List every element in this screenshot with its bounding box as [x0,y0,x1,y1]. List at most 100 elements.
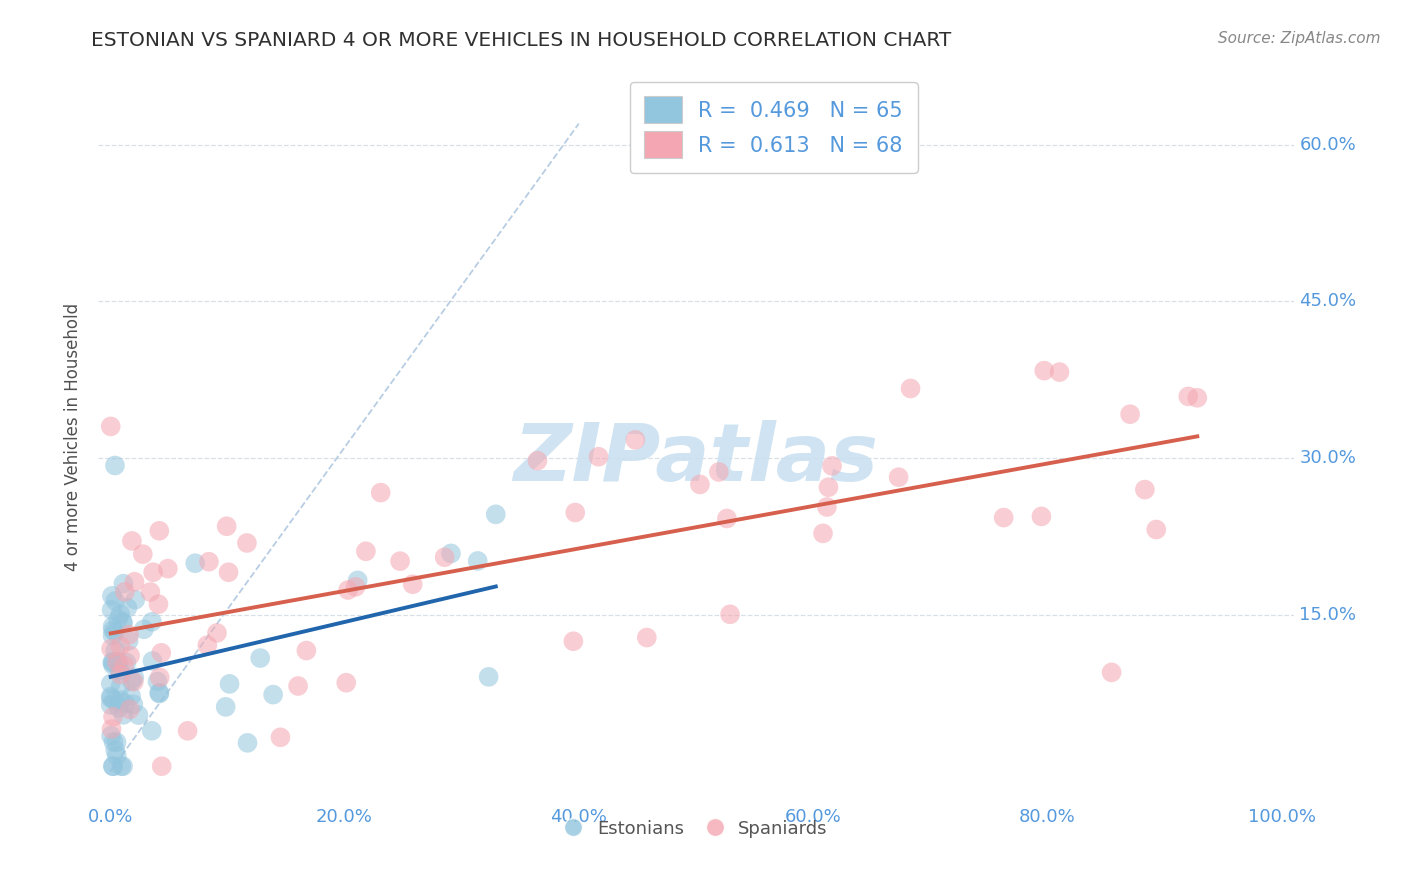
Point [101,628,124,642]
Point [124,671,146,685]
Point [104,624,127,639]
Point [198,555,221,569]
Point [141,654,163,668]
Point [150,646,173,660]
Point [115,656,138,670]
Point [354,544,377,558]
Point [108,663,131,677]
Point [218,677,240,691]
Point [716,511,738,525]
Point [112,759,135,773]
Point [1033,364,1056,378]
Point [148,597,170,611]
Point [101,656,124,670]
Point [120,689,142,703]
Point [124,574,146,589]
Point [121,533,143,548]
Point [141,615,163,629]
Point [215,699,238,714]
Text: 30.0%: 30.0% [1299,449,1357,467]
Point [110,679,132,693]
Point [112,576,135,591]
Point [101,655,124,669]
Point [104,644,127,658]
Point [132,622,155,636]
Point [110,639,132,653]
Point [817,480,839,494]
Point [1177,389,1199,403]
Point [562,634,585,648]
Point [117,600,139,615]
Point [205,626,228,640]
Point [195,638,218,652]
Point [440,546,463,560]
Point [900,382,922,396]
Point [526,453,548,467]
Point [100,603,122,617]
Point [218,566,240,580]
Point [249,651,271,665]
Point [105,748,128,763]
Point [110,607,132,621]
Point [100,676,122,690]
Point [107,655,129,669]
Point [370,485,392,500]
Point [176,723,198,738]
Point [887,470,910,484]
Point [139,585,162,599]
Point [104,743,127,757]
Point [105,735,128,749]
Point [215,519,238,533]
Point [141,723,163,738]
Point [433,550,456,565]
Point [337,582,360,597]
Point [148,687,170,701]
Point [184,556,207,570]
Point [811,526,834,541]
Point [122,697,145,711]
Point [103,693,125,707]
Point [1187,391,1209,405]
Point [269,731,291,745]
Point [104,594,127,608]
Point [1133,483,1156,497]
Point [1101,665,1123,680]
Point [344,580,367,594]
Point [588,450,610,464]
Point [118,702,141,716]
Point [107,612,129,626]
Point [156,561,179,575]
Point [1144,523,1167,537]
Point [287,679,309,693]
Point [150,759,173,773]
Point [236,736,259,750]
Point [146,674,169,689]
Point [120,648,142,663]
Point [100,729,122,743]
Point [101,589,124,603]
Point [689,477,711,491]
Point [485,508,508,522]
Point [110,759,132,773]
Point [101,619,124,633]
Point [110,667,132,681]
Point [402,577,425,591]
Point [1049,365,1071,379]
Text: 45.0%: 45.0% [1299,293,1357,310]
Point [121,674,143,689]
Point [111,615,134,629]
Point [149,670,172,684]
Point [118,628,141,642]
Point [389,554,412,568]
Point [107,700,129,714]
Legend: Estonians, Spaniards: Estonians, Spaniards [557,813,835,845]
Point [1031,509,1053,524]
Point [236,536,259,550]
Point [636,631,658,645]
Point [103,759,125,773]
Text: Source: ZipAtlas.com: Source: ZipAtlas.com [1218,31,1381,46]
Point [100,641,122,656]
Point [103,735,125,749]
Point [105,655,128,669]
Point [100,691,122,706]
